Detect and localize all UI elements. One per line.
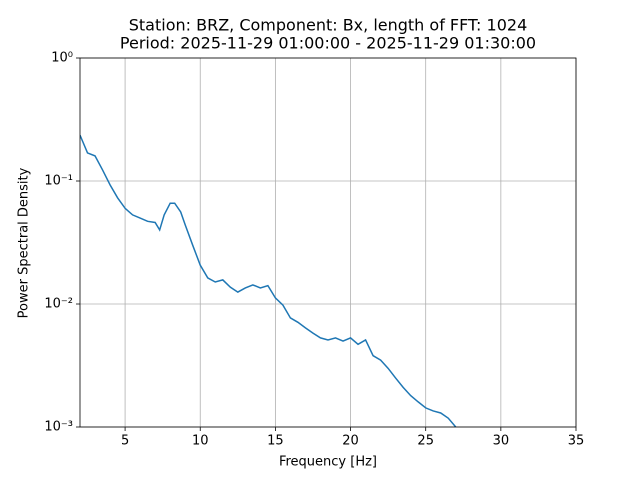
data-line (80, 134, 457, 427)
y-tick-label: 10⁻³ (44, 420, 73, 435)
x-tick-label: 35 (568, 434, 585, 449)
chart-subtitle: Period: 2025-11-29 01:00:00 - 2025-11-29… (120, 34, 536, 53)
y-tick-label: 10⁻¹ (44, 174, 73, 189)
x-axis-label: Frequency [Hz] (279, 455, 377, 470)
y-tick-label: 10⁻² (44, 297, 73, 312)
x-tick-label: 20 (342, 434, 359, 449)
x-tick-label: 10 (192, 434, 209, 449)
plot-frame (79, 57, 577, 428)
chart-title: Station: BRZ, Component: Bx, length of F… (129, 16, 528, 35)
y-tick-label: 10⁰ (51, 51, 73, 66)
x-tick-label: 5 (121, 434, 129, 449)
x-tick-label: 25 (417, 434, 434, 449)
x-tick-label: 30 (493, 434, 510, 449)
y-axis-label: Power Spectral Density (17, 167, 32, 318)
x-tick-label: 15 (267, 434, 284, 449)
